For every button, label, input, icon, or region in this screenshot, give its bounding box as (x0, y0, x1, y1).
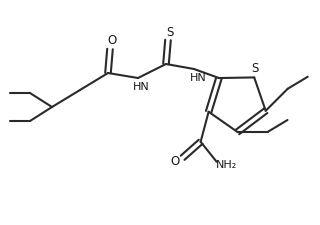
Text: HN: HN (190, 73, 206, 83)
Text: O: O (108, 34, 116, 47)
Text: HN: HN (132, 82, 149, 92)
Text: O: O (170, 155, 179, 168)
Text: S: S (166, 25, 174, 38)
Text: S: S (252, 62, 259, 75)
Text: NH₂: NH₂ (216, 160, 237, 170)
